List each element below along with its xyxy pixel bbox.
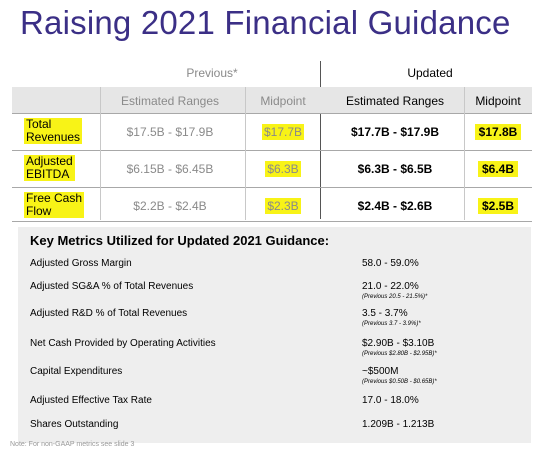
updated-range: $2.4B - $2.6B: [357, 199, 433, 213]
metric-row: Adjusted Effective Tax Rate 17.0 - 18.0%: [18, 395, 531, 419]
prev-range: $2.2B - $2.4B: [133, 199, 207, 213]
metric-name: Capital Expenditures: [30, 366, 123, 377]
metric-value: 58.0 - 59.0%: [362, 258, 419, 269]
updated-group-header: Updated: [407, 66, 453, 80]
updated-range: $6.3B - $6.5B: [357, 162, 433, 176]
metric-name: Adjusted SG&A % of Total Revenues: [30, 281, 194, 292]
metric-row: Net Cash Provided by Operating Activitie…: [18, 338, 531, 362]
updated-midpoint: $2.5B: [464, 198, 532, 214]
column-separator: [100, 87, 101, 220]
metric-row: Shares Outstanding 1.209B - 1.213B: [18, 419, 531, 443]
footnote: Note: For non-GAAP metrics see slide 3: [10, 441, 135, 448]
metrics-title: Key Metrics Utilized for Updated 2021 Gu…: [30, 233, 330, 248]
metric-previous: (Previous $2.80B - $2.95B)*: [362, 351, 437, 357]
metric-value: 3.5 - 3.7%: [362, 308, 408, 319]
metric-name: Shares Outstanding: [30, 419, 119, 430]
col-prev-ranges: Estimated Ranges: [120, 94, 220, 108]
metric-value: 1.209B - 1.213B: [362, 419, 435, 430]
metric-row: Adjusted R&D % of Total Revenues 3.5 - 3…: [18, 308, 531, 332]
table-row: Free Cash Flow $2.2B - $2.4B $2.3B $2.4B …: [12, 187, 532, 222]
table-row: Total Revenues $17.5B - $17.9B $17.7B $17…: [12, 113, 532, 150]
updated-midpoint: $6.4B: [464, 161, 532, 177]
metric-name: Adjusted Effective Tax Rate: [30, 395, 152, 406]
metric-name: Adjusted R&D % of Total Revenues: [30, 308, 188, 319]
previous-group-header: Previous*: [186, 66, 238, 80]
metric-name: Net Cash Provided by Operating Activitie…: [30, 338, 216, 349]
metric-previous: (Previous $0.50B - $0.65B)*: [362, 379, 437, 385]
metric-name: Adjusted Gross Margin: [30, 258, 132, 269]
prev-range: $17.5B - $17.9B: [126, 125, 214, 139]
metric-previous: (Previous 20.5 - 21.5%)*: [362, 294, 428, 300]
prev-midpoint: $6.3B: [265, 161, 301, 177]
metric-value: $2.90B - $3.10B: [362, 338, 435, 349]
column-separator: [464, 87, 465, 220]
metric-row: Capital Expenditures ~$500M (Previous $0…: [18, 366, 531, 390]
table-row: Adjusted EBITDA $6.15B - $6.45B $6.3B $6.…: [12, 150, 532, 187]
prev-midpoint: $2.3B: [265, 198, 301, 214]
metric-value: 17.0 - 18.0%: [362, 395, 419, 406]
updated-range: $17.7B - $17.9B: [350, 125, 440, 139]
column-header-row: Estimated Ranges Midpoint Estimated Rang…: [12, 87, 532, 113]
col-prev-midpoint: Midpoint: [260, 94, 306, 108]
metric-value: 21.0 - 22.0%: [362, 281, 419, 292]
page-title: Raising 2021 Financial Guidance: [20, 4, 511, 41]
row-label: Total Revenues: [24, 117, 83, 144]
col-upd-midpoint: Midpoint: [475, 94, 521, 108]
updated-midpoint: $17.8B: [464, 124, 532, 140]
group-divider: [320, 61, 321, 219]
key-metrics-panel: Key Metrics Utilized for Updated 2021 Gu…: [18, 227, 531, 443]
metric-row: Adjusted SG&A % of Total Revenues 21.0 -…: [18, 281, 531, 305]
prev-range: $6.15B - $6.45B: [126, 162, 214, 176]
column-separator: [245, 87, 246, 220]
row-label: Adjusted EBITDA: [24, 154, 75, 181]
metric-previous: (Previous 3.7 - 3.9%)*: [362, 321, 421, 327]
metric-value: ~$500M: [362, 366, 399, 377]
row-label: Free Cash Flow: [24, 191, 85, 218]
col-upd-ranges: Estimated Ranges: [345, 94, 445, 108]
prev-midpoint: $17.7B: [261, 124, 305, 140]
metric-row: Adjusted Gross Margin 58.0 - 59.0%: [18, 258, 531, 282]
